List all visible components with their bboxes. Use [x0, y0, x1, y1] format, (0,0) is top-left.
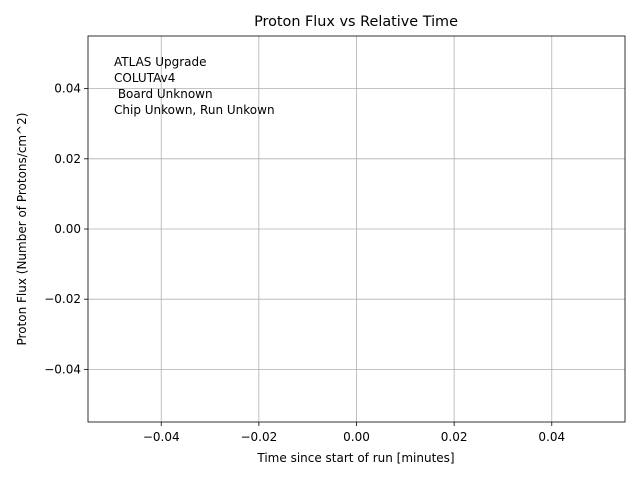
y-tick-label: 0.00 — [54, 222, 81, 236]
plot-frame — [87, 35, 626, 423]
annotation: Chip Unkown, Run Unkown — [114, 103, 275, 117]
y-tick-label: −0.04 — [44, 362, 81, 376]
x-tick-label: 0.04 — [538, 430, 565, 444]
annotation: COLUTAv4 — [114, 71, 175, 85]
annotation: ATLAS Upgrade — [114, 55, 207, 69]
x-tick-label: −0.02 — [240, 430, 277, 444]
y-axis-label: Proton Flux (Number of Protons/cm^2) — [15, 113, 29, 346]
x-axis-label: Time since start of run [minutes] — [256, 451, 454, 465]
x-tick-label: 0.00 — [343, 430, 370, 444]
chart-title: Proton Flux vs Relative Time — [254, 14, 458, 30]
x-tick-label: 0.02 — [441, 430, 468, 444]
x-tick-label: −0.04 — [143, 430, 180, 444]
y-tick-label: −0.02 — [44, 292, 81, 306]
annotation: Board Unknown — [114, 87, 213, 101]
y-tick-label: 0.04 — [54, 82, 81, 96]
y-tick-label: 0.02 — [54, 152, 81, 166]
